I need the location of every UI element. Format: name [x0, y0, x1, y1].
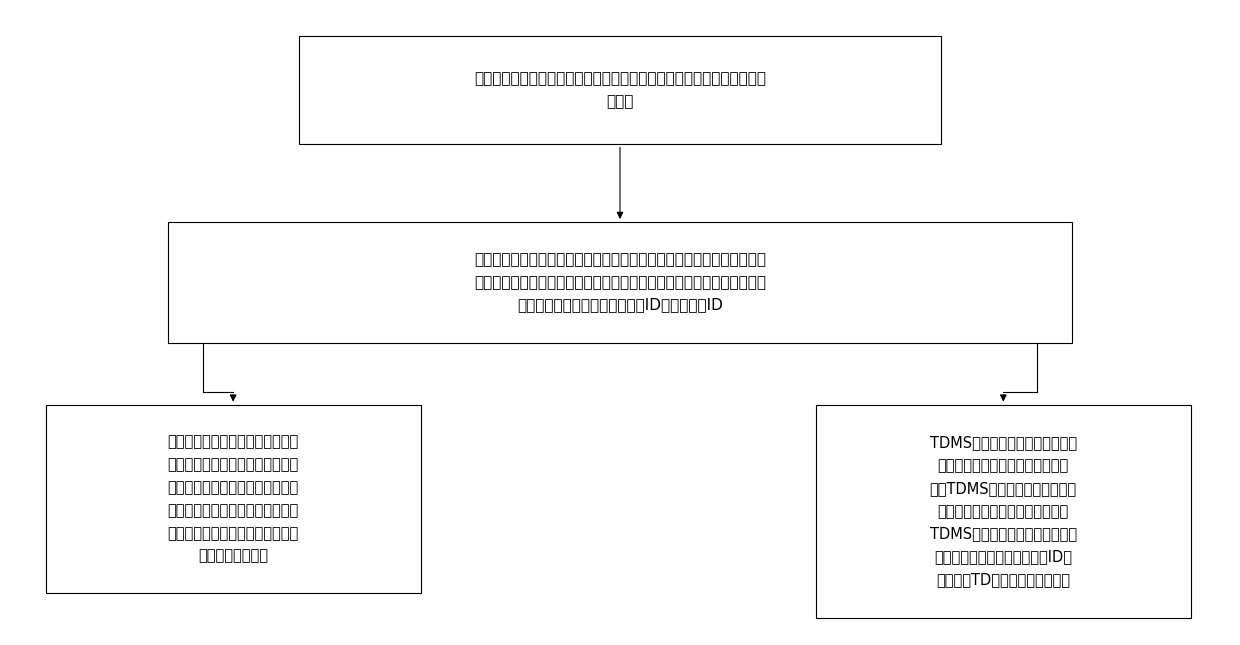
- Bar: [167, 222, 1073, 342]
- Text: 当相邻车站间含有多于两条线路的区间且相邻车站位于运行图底图的不同
子图时: 当相邻车站间含有多于两条线路的区间且相邻车站位于运行图底图的不同 子图时: [474, 72, 766, 109]
- Bar: [816, 404, 1190, 618]
- Text: 运行图终端从默认线别配置表中读
取相应区段的配置信息，加载到运
行图终端中按站名线设置的线别配
置链表中，从而绘制相应区段的运
行线，再对运行线中每个节点车站
: 运行图终端从默认线别配置表中读 取相应区段的配置信息，加载到运 行图终端中按站名…: [167, 435, 299, 564]
- Text: TDMS接口服务器从默认线别配置
表中读取相应区段的配置信息，加
载到TDMS接口服务器中按站名线
设置的线别配置链表中，从而更新
TDMS接口服务器内按站名线: TDMS接口服务器从默认线别配置 表中读取相应区段的配置信息，加 载到TDMS接…: [930, 435, 1076, 587]
- Bar: [299, 36, 941, 144]
- Text: 在数据库中新增按站名线设置的默认线别配置表，所述默认线别配置表根
据不同子图定义了列车运行方向、按照列车运行方向先后经过的车站的站
码与车站在区段底图上的站名线: 在数据库中新增按站名线设置的默认线别配置表，所述默认线别配置表根 据不同子图定义…: [474, 252, 766, 313]
- Bar: [46, 404, 420, 593]
